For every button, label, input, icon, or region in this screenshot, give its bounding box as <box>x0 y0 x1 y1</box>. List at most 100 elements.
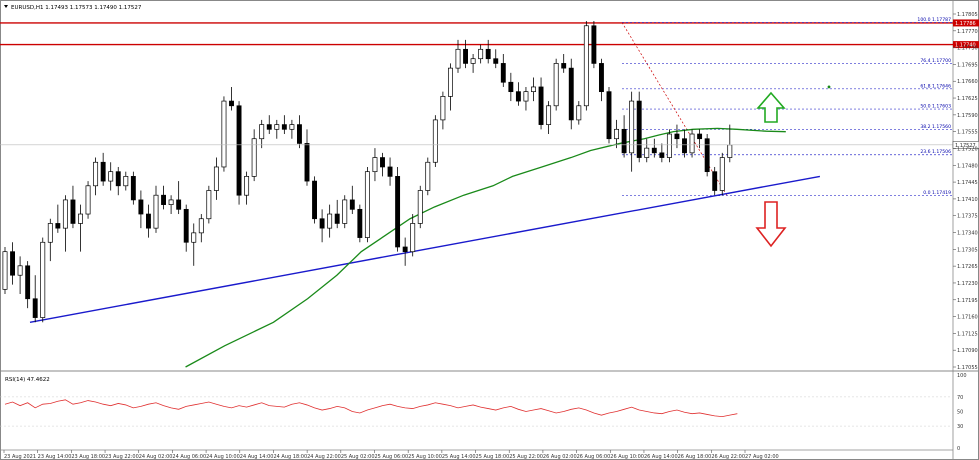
price-tick-label: 1.17305 <box>957 247 978 253</box>
time-tick-label: 23 Aug 22:00 <box>105 454 139 460</box>
candle-body <box>206 190 212 220</box>
rsi-tick-label: 70 <box>957 395 963 401</box>
time-tick-label: 26 Aug 22:00 <box>711 454 745 460</box>
candle-body <box>372 157 378 173</box>
candle-body <box>251 138 257 177</box>
price-tick-label: 1.17265 <box>957 264 978 270</box>
candle-body <box>100 161 106 182</box>
time-axis: 23 Aug 2021 23 Aug 14:00 23 Aug 18:00 23 Au… <box>3 450 779 460</box>
candle-body <box>357 208 363 238</box>
time-tick-label: 23 Aug 2021 <box>4 454 36 460</box>
candle-body <box>644 147 650 158</box>
time-tick-label: 24 Aug 06:00 <box>172 454 206 460</box>
candle-body <box>236 105 242 196</box>
time-tick-label: 23 Aug 18:00 <box>71 454 105 460</box>
fib-level-label: 23.6 1.17506 <box>920 149 951 155</box>
candle-body <box>153 194 159 229</box>
resistance-price-tag <box>953 41 979 49</box>
candle-body <box>448 67 453 97</box>
rsi-tick-label: 50 <box>957 410 963 416</box>
candle-body <box>463 48 469 64</box>
price-tick-label: 1.17125 <box>957 331 978 337</box>
candle-body <box>666 133 672 158</box>
time-tick-label: 26 Aug 06:00 <box>577 454 611 460</box>
fib-level-label: 0.0 1.17419 <box>923 190 951 196</box>
price-tick-label: 1.17160 <box>957 315 978 321</box>
candle-body <box>432 119 438 163</box>
candle-body <box>583 25 589 107</box>
candle-body <box>493 58 499 64</box>
current-price: 1.17527 <box>0 141 979 149</box>
candle-body <box>62 199 68 229</box>
candle-body <box>553 63 559 107</box>
candle-body <box>319 218 325 229</box>
support-trend-line <box>29 175 821 323</box>
rsi-header: RSI(14) 47.4622 <box>5 377 50 383</box>
candle-body <box>221 100 227 168</box>
resistance-price-label: 1.17740 <box>955 43 976 49</box>
candle-body <box>704 138 710 173</box>
candle-body <box>40 241 46 318</box>
candle-body <box>682 138 687 154</box>
candle-body <box>470 58 476 64</box>
candle-body <box>312 180 318 220</box>
candle-body <box>55 223 61 229</box>
arrow-up-icon <box>756 91 786 123</box>
fib-level-label: 76.4 1.17700 <box>920 58 951 64</box>
candle-body <box>485 48 491 60</box>
arrows <box>755 85 831 248</box>
time-tick-label: 24 Aug 10:00 <box>206 454 240 460</box>
candle-body <box>10 251 15 276</box>
candle-body <box>478 48 484 60</box>
marker-dot <box>827 85 831 89</box>
candle-body <box>108 171 114 182</box>
resistance-lines: 1.17786 1.17740 <box>0 19 979 49</box>
price-tick-label: 1.17805 <box>957 12 978 18</box>
candle-body <box>440 96 446 121</box>
price-tick-label: 1.17590 <box>957 113 978 119</box>
candle-body <box>674 133 680 140</box>
price-tick-label: 1.17055 <box>957 365 978 371</box>
time-tick-label: 26 Aug 02:00 <box>543 454 577 460</box>
time-tick-label: 25 Aug 22:00 <box>509 454 543 460</box>
candle-body <box>138 199 144 215</box>
price-tick-label: 1.17230 <box>957 281 978 287</box>
candle-body <box>636 100 642 158</box>
candle-body <box>244 176 250 196</box>
candle-body <box>327 213 333 229</box>
time-tick-label: 25 Aug 14:00 <box>442 454 476 460</box>
candle-body <box>659 152 665 158</box>
fibonacci-levels: 100.0 1.17787 76.4 1.17700 61.8 1.17646 50.… <box>622 17 953 196</box>
candle-body <box>334 213 340 224</box>
price-tick-label: 1.17660 <box>957 79 978 85</box>
candle-body <box>591 25 597 64</box>
candle-body <box>32 298 38 318</box>
moving-average <box>185 127 786 368</box>
candle-body <box>387 166 393 177</box>
candle-body <box>2 251 8 290</box>
moving-average-line <box>185 127 786 368</box>
price-tick-label: 1.17445 <box>957 180 978 186</box>
time-tick-label: 23 Aug 14:00 <box>38 454 72 460</box>
price-tick-label: 1.17410 <box>957 197 978 203</box>
candle-body <box>146 213 151 229</box>
candle-body <box>546 105 552 125</box>
price-tick-label: 1.17195 <box>957 298 978 304</box>
time-tick-label: 24 Aug 02:00 <box>139 454 173 460</box>
symbol-header: EURUSD,H1 1.17493 1.17573 1.17490 1.1752… <box>11 5 142 11</box>
rsi-line <box>4 399 738 418</box>
fib-level-label: 50.0 1.17603 <box>920 104 951 110</box>
time-tick-label: 24 Aug 22:00 <box>307 454 341 460</box>
time-tick-label: 27 Aug 02:00 <box>745 454 779 460</box>
time-tick-label: 26 Aug 14:00 <box>644 454 678 460</box>
candle-body <box>70 199 76 224</box>
price-tick-label: 1.17090 <box>957 348 978 354</box>
candle-body <box>614 128 620 140</box>
candle-body <box>297 124 302 144</box>
candle-body <box>538 86 544 125</box>
time-tick-label: 26 Aug 10:00 <box>610 454 644 460</box>
candle-body <box>395 176 401 248</box>
dropdown-triangle-icon[interactable] <box>4 5 8 8</box>
